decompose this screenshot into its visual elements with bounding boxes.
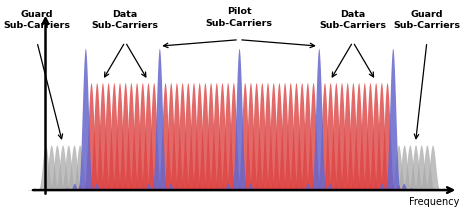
Text: Pilot
Sub-Carriers: Pilot Sub-Carriers: [205, 8, 272, 28]
Text: Data
Sub-Carriers: Data Sub-Carriers: [319, 10, 387, 30]
Text: Guard
Sub-Carriers: Guard Sub-Carriers: [3, 10, 71, 30]
Text: Data
Sub-Carriers: Data Sub-Carriers: [92, 10, 159, 30]
Text: Frequency: Frequency: [409, 196, 460, 206]
Text: Guard
Sub-Carriers: Guard Sub-Carriers: [394, 10, 461, 30]
